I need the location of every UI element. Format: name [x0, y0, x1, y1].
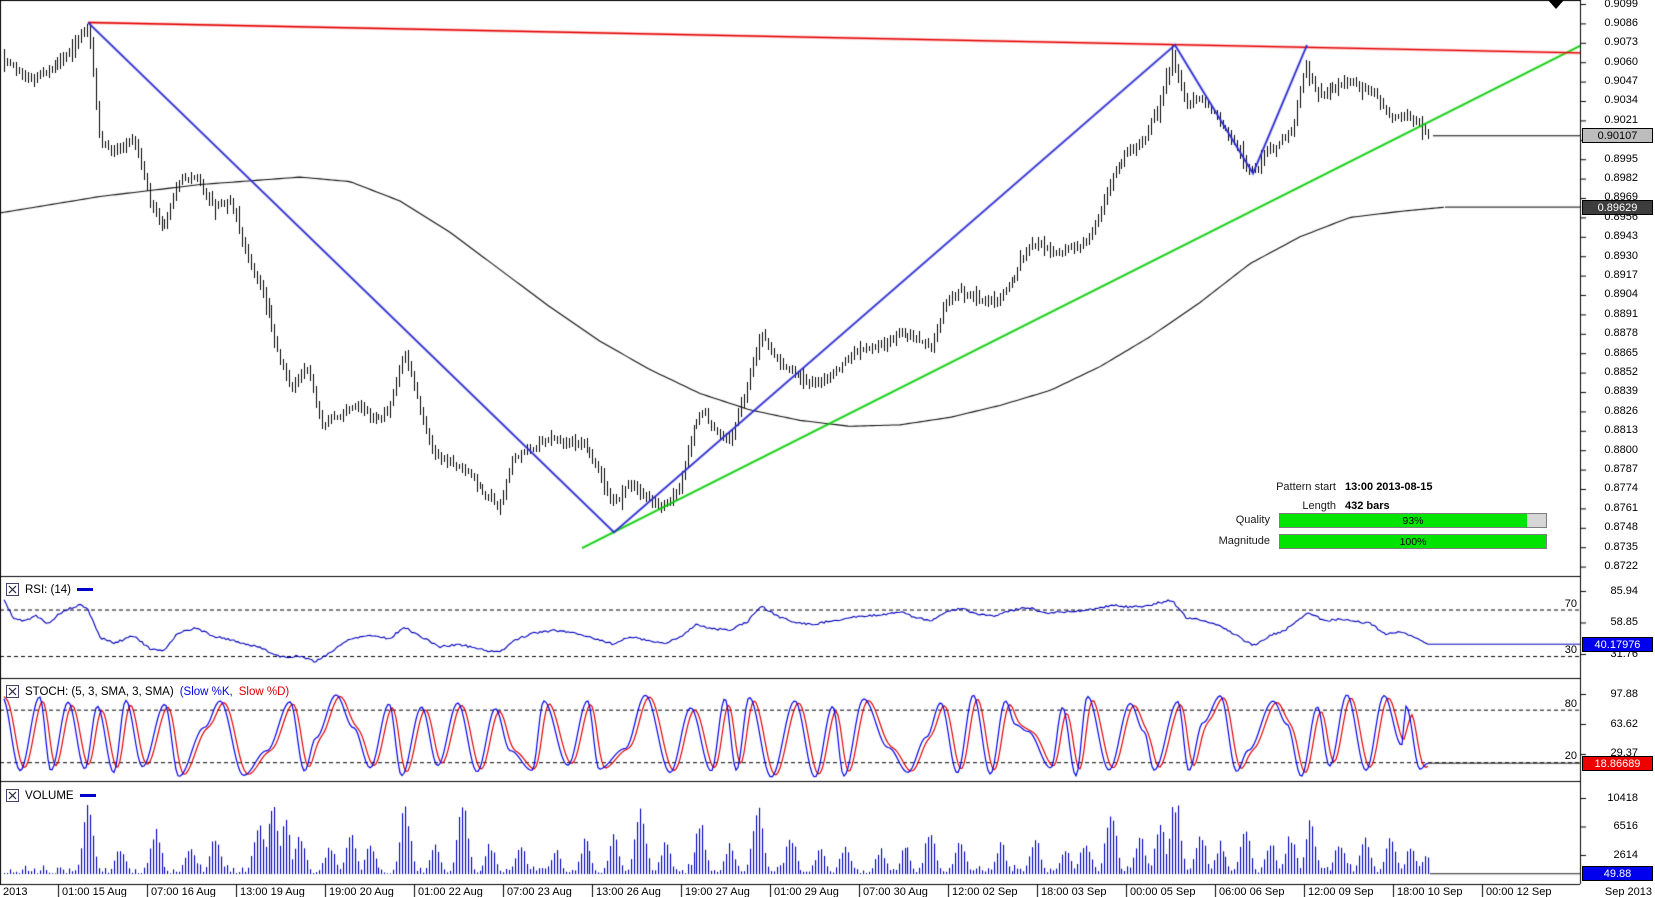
price-axis-label: 0.8839	[1604, 385, 1638, 398]
sma-value-badge: 0.89629	[1582, 200, 1653, 215]
price-axis-label: 0.8852	[1604, 366, 1638, 379]
stoch-slow-d-legend: Slow %D)	[238, 685, 290, 698]
time-axis-label: 13:00 26 Aug	[596, 886, 661, 897]
magnitude-progress-fill	[1280, 535, 1546, 548]
volume-value-badge: 49.88	[1582, 866, 1653, 881]
price-marker-arrow-icon	[1548, 0, 1564, 9]
stoch-panel-title: STOCH: (5, 3, SMA, 3, SMA)	[25, 685, 174, 698]
time-axis-label: 18:00 10 Sep	[1397, 886, 1463, 897]
time-axis-label: 13:00 19 Aug	[240, 886, 305, 897]
price-axis-label: 0.8722	[1604, 560, 1638, 573]
price-axis-label: 0.8865	[1604, 346, 1638, 359]
stoch-value-badge: 18.86689	[1582, 756, 1653, 771]
pattern-quality-label: Quality	[1235, 514, 1270, 526]
time-axis-label: 00:00 05 Sep	[1130, 886, 1196, 897]
time-axis-label: 19:00 20 Aug	[329, 886, 394, 897]
time-axis-label: 06:00 06 Sep	[1219, 886, 1285, 897]
rsi-level-label: 30	[1564, 644, 1577, 657]
rsi-scale-label: 58.85	[1610, 616, 1638, 628]
magnitude-percent-text: 100%	[1399, 536, 1427, 548]
rsi-panel-header: RSI: (14)	[6, 583, 94, 596]
price-axis-label: 0.8787	[1604, 463, 1638, 476]
price-axis-label: 0.8813	[1604, 424, 1638, 437]
price-axis-label: 0.8930	[1604, 249, 1638, 262]
price-axis-label: 0.9047	[1604, 75, 1638, 88]
pattern-length-label: Length	[1302, 500, 1336, 512]
time-axis-year-label: 2013	[3, 886, 28, 897]
price-axis-label: 0.8735	[1604, 540, 1638, 553]
current-price-badge: 0.90107	[1582, 128, 1653, 143]
time-axis-label: 18:00 03 Sep	[1041, 886, 1107, 897]
pattern-start-label: Pattern start	[1276, 481, 1336, 493]
rsi-level-label: 70	[1564, 597, 1577, 610]
price-axis-label: 0.8774	[1604, 482, 1638, 495]
price-axis-label: 0.8891	[1604, 307, 1638, 320]
volume-scale-label: 6516	[1613, 820, 1638, 832]
time-axis-label: 07:00 16 Aug	[151, 886, 216, 897]
volume-panel-title: VOLUME	[25, 789, 74, 802]
price-axis-label: 0.9021	[1604, 113, 1638, 126]
stoch-level-label: 20	[1564, 750, 1577, 763]
quality-progress-fill	[1280, 514, 1528, 527]
volume-scale-label: 2614	[1613, 848, 1638, 861]
price-axis-label: 0.9073	[1604, 36, 1638, 49]
pattern-start-value: 13:00 2013-08-15	[1345, 481, 1433, 493]
stoch-scale-label: 97.88	[1610, 687, 1638, 700]
price-axis-label: 0.8917	[1604, 269, 1638, 282]
quality-percent-text: 93%	[1402, 515, 1424, 527]
time-axis-month-label: Sep 2013	[1604, 886, 1652, 897]
volume-bar-swatch	[79, 794, 96, 797]
price-axis-label: 0.8800	[1604, 443, 1638, 456]
close-rsi-icon[interactable]	[6, 583, 19, 596]
rsi-panel-title: RSI: (14)	[25, 583, 72, 596]
time-axis-label: 07:00 23 Aug	[507, 886, 572, 897]
price-axis-label: 0.8761	[1604, 501, 1638, 514]
price-axis-label: 0.8995	[1604, 152, 1638, 165]
time-axis-label: 01:00 29 Aug	[774, 886, 839, 897]
price-axis-label: 0.9060	[1604, 55, 1638, 68]
time-axis-label: 07:00 30 Aug	[863, 886, 928, 897]
price-axis-label: 0.8943	[1604, 230, 1638, 243]
pattern-magnitude-label: Magnitude	[1218, 535, 1270, 547]
close-volume-icon[interactable]	[6, 789, 19, 802]
price-axis-label: 0.8826	[1604, 404, 1638, 417]
time-axis-label: 12:00 02 Sep	[952, 886, 1018, 897]
price-axis-label: 0.8904	[1604, 288, 1638, 301]
stoch-panel-header: STOCH: (5, 3, SMA, 3, SMA) (Slow %K, Slo…	[6, 685, 289, 698]
price-axis-label: 0.9086	[1604, 16, 1638, 29]
rsi-scale-label: 85.94	[1610, 584, 1638, 597]
time-axis-label: 01:00 15 Aug	[62, 886, 127, 897]
time-axis-label: 12:00 09 Sep	[1308, 886, 1374, 897]
price-axis-label: 0.9099	[1604, 0, 1638, 10]
stoch-slow-k-legend: (Slow %K,	[179, 685, 233, 698]
time-axis-label: 00:00 12 Sep	[1486, 886, 1552, 897]
time-axis-label: 19:00 27 Aug	[685, 886, 750, 897]
stoch-level-label: 80	[1564, 697, 1577, 710]
volume-scale-label: 10418	[1607, 791, 1638, 804]
pattern-length-value: 432 bars	[1345, 500, 1390, 512]
rsi-line-swatch	[77, 588, 94, 591]
price-axis-label: 0.9034	[1604, 94, 1638, 107]
price-axis-label: 0.8748	[1604, 521, 1638, 534]
time-axis-label: 01:00 22 Aug	[418, 886, 483, 897]
close-stoch-icon[interactable]	[6, 685, 19, 698]
price-axis-label: 0.8878	[1604, 327, 1638, 340]
quality-progress-bar: 93%	[1279, 513, 1547, 528]
magnitude-progress-bar: 100%	[1279, 534, 1547, 549]
rsi-value-badge: 40.17976	[1582, 637, 1653, 652]
price-axis-label: 0.8982	[1604, 172, 1638, 185]
volume-panel-header: VOLUME	[6, 789, 96, 802]
stoch-scale-label: 63.62	[1610, 717, 1638, 730]
